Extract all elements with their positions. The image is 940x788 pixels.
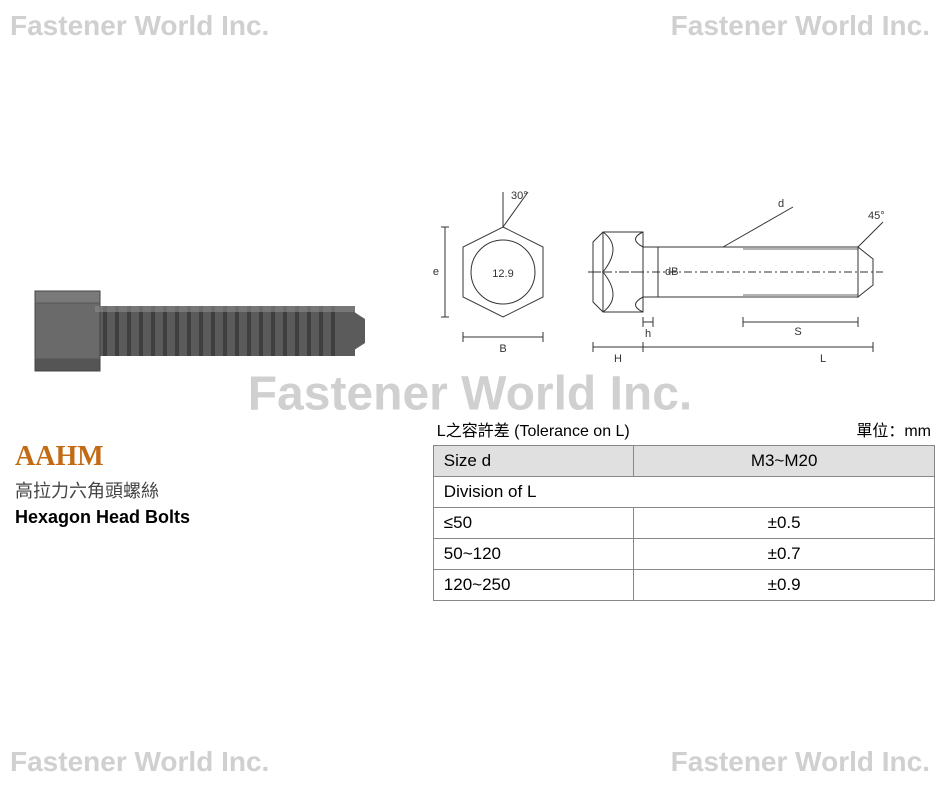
- tolerance-unit: 單位：mm: [856, 417, 931, 441]
- drawing-mark-text: 12.9: [492, 268, 513, 280]
- range-cell: 120~250: [433, 570, 633, 601]
- range-cell: 50~120: [433, 539, 633, 570]
- table-row-header: Size d M3~M20: [433, 446, 934, 477]
- range-cell: ≤50: [433, 508, 633, 539]
- bolt-photo: [5, 261, 385, 401]
- technical-drawing: 12.9 e 30° B: [433, 187, 893, 387]
- product-code: AAHM: [15, 441, 190, 473]
- tol-cell: ±0.5: [634, 508, 935, 539]
- drawing-dim-d: d: [778, 198, 784, 210]
- drawing-angle-45: 45°: [868, 210, 885, 222]
- division-label: Division of L: [433, 477, 934, 508]
- drawing-dim-h: h: [645, 328, 651, 340]
- drawing-dim-e: e: [433, 266, 439, 278]
- table-row: 120~250 ±0.9: [433, 570, 934, 601]
- tol-cell: ±0.7: [634, 539, 935, 570]
- product-name-en: Hexagon Head Bolts: [15, 507, 190, 528]
- drawing-dim-B: B: [499, 343, 506, 355]
- col2-header: M3~M20: [634, 446, 935, 477]
- drawing-angle-30: 30°: [511, 190, 528, 202]
- tol-cell: ±0.9: [634, 570, 935, 601]
- tolerance-title: L之容許差 (Tolerance on L): [437, 417, 630, 441]
- right-column: 12.9 e 30° B: [433, 60, 935, 728]
- table-header-line: L之容許差 (Tolerance on L) 單位：mm: [433, 417, 935, 445]
- product-info: AAHM 高拉力六角頭螺絲 Hexagon Head Bolts: [15, 441, 190, 528]
- left-column: AAHM 高拉力六角頭螺絲 Hexagon Head Bolts: [5, 60, 433, 728]
- drawing-dim-S: S: [794, 326, 801, 338]
- drawing-dim-H: H: [614, 353, 622, 365]
- drawing-dim-dB: dB: [665, 266, 678, 278]
- table-row: Division of L: [433, 477, 934, 508]
- drawing-dim-L: L: [820, 353, 826, 365]
- tolerance-table: Size d M3~M20 Division of L ≤50 ±0.5 50~…: [433, 445, 935, 601]
- main-layout: AAHM 高拉力六角頭螺絲 Hexagon Head Bolts 12.9 e …: [0, 0, 940, 788]
- table-row: ≤50 ±0.5: [433, 508, 934, 539]
- product-name-cn: 高拉力六角頭螺絲: [15, 477, 190, 503]
- col1-header: Size d: [433, 446, 633, 477]
- table-row: 50~120 ±0.7: [433, 539, 934, 570]
